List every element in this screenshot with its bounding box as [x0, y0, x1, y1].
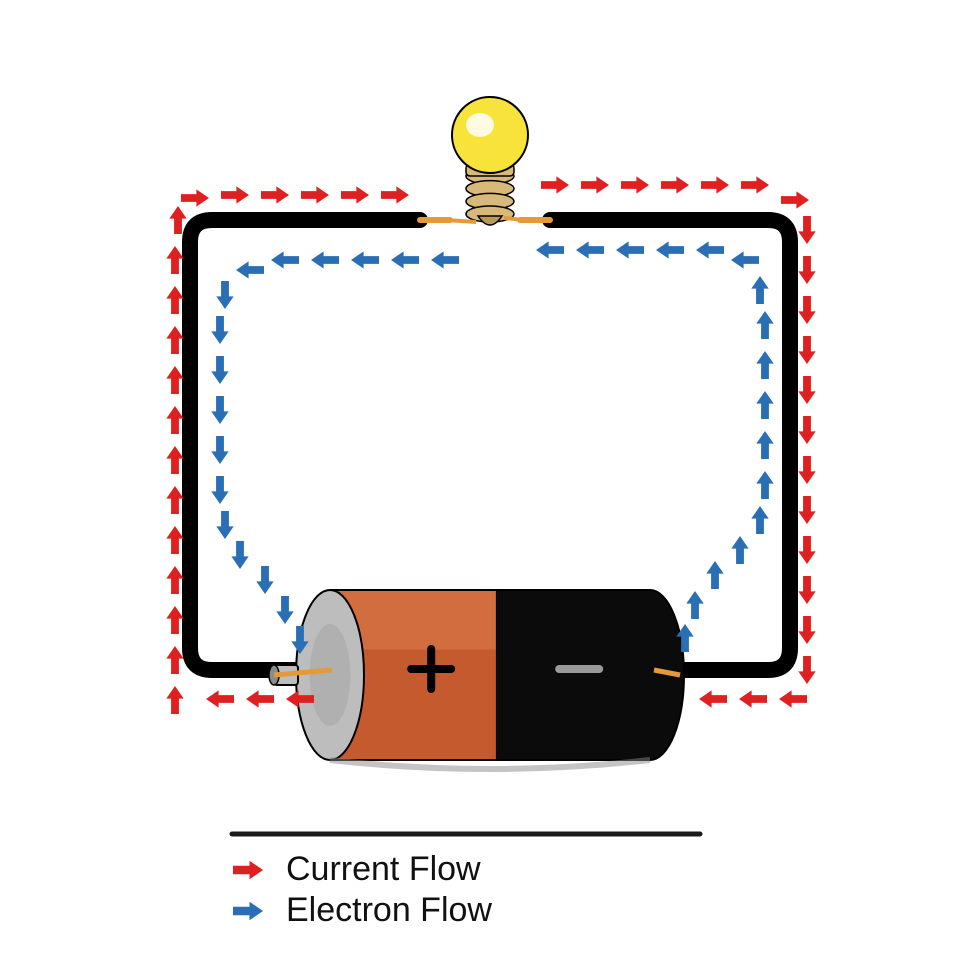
circuit-diagram: Current Flow Electron Flow — [0, 0, 980, 980]
legend-label-electron: Electron Flow — [286, 891, 492, 930]
legend-item-current: Current Flow — [220, 850, 492, 889]
diagram-svg — [0, 0, 980, 980]
legend-arrow-current — [220, 853, 276, 887]
legend-label-current: Current Flow — [286, 850, 481, 889]
legend-item-electron: Electron Flow — [220, 891, 492, 930]
legend-arrow-electron — [220, 894, 276, 928]
legend: Current Flow Electron Flow — [220, 850, 492, 932]
